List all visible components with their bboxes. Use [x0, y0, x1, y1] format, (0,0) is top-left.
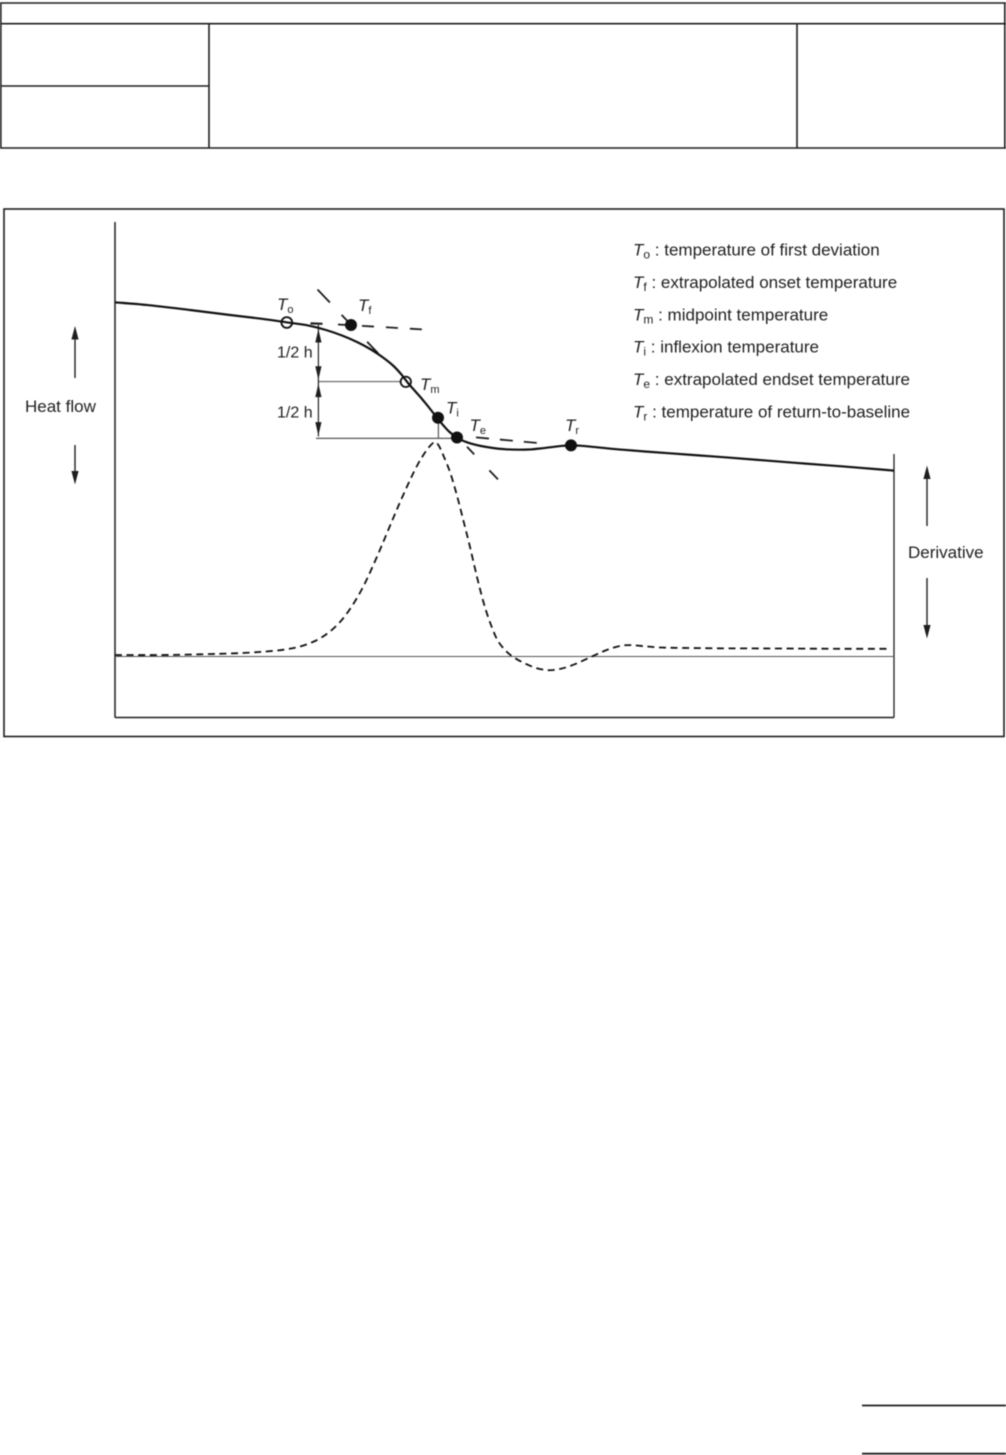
svg-text:Derivative: Derivative [908, 543, 984, 562]
svg-text:Tr: Tr [565, 416, 579, 437]
svg-text:Ti : inflexion temperature: Ti : inflexion temperature [633, 338, 819, 359]
svg-text:To : temperature of first devi: To : temperature of first deviation [633, 241, 880, 262]
svg-text:Te : extrapolated endset tempe: Te : extrapolated endset temperature [633, 370, 910, 391]
svg-text:Tm : midpoint temperature: Tm : midpoint temperature [633, 305, 828, 326]
svg-text:Tf: Tf [358, 296, 372, 317]
svg-text:Te: Te [470, 416, 487, 437]
svg-text:1/2 h: 1/2 h [277, 405, 313, 422]
svg-text:Tf : extrapolated onset temper: Tf : extrapolated onset temperature [633, 273, 897, 294]
svg-text:Tm: Tm [420, 375, 440, 396]
svg-text:Heat flow: Heat flow [25, 397, 97, 416]
svg-text:Tr : temperature of return-to-: Tr : temperature of return-to-baseline [633, 403, 910, 424]
svg-text:1/2 h: 1/2 h [277, 345, 313, 362]
svg-text:Ti: Ti [446, 399, 459, 420]
svg-text:To: To [277, 295, 294, 316]
